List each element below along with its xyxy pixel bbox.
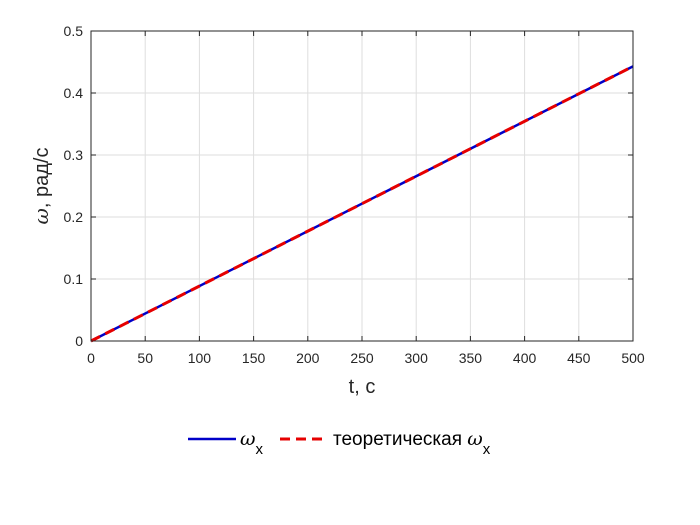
y-axis-title: ω, рад/с — [29, 148, 53, 225]
legend: ωx теоретическая ωx — [188, 428, 491, 458]
grid — [90, 30, 634, 342]
x-tick-label: 100 — [188, 350, 212, 366]
y-tick-label: 0.4 — [64, 85, 84, 101]
y-tick-label: 0.2 — [64, 209, 84, 225]
x-tick-label: 350 — [459, 350, 483, 366]
y-tick-label: 0.1 — [64, 271, 84, 287]
x-axis-ticks: 0 50 100 150 200 250 300 350 400 450 500 — [87, 31, 645, 366]
x-tick-label: 250 — [350, 350, 374, 366]
x-tick-label: 0 — [87, 350, 95, 366]
x-axis-title: t, с — [349, 376, 376, 398]
x-tick-label: 400 — [513, 350, 537, 366]
y-axis-omega-symbol: ω — [29, 208, 53, 224]
x-tick-label: 150 — [242, 350, 266, 366]
series-layer — [90, 65, 634, 343]
legend-label-theoretical-omega-x: теоретическая ωx — [333, 428, 491, 458]
x-tick-label: 500 — [621, 350, 645, 366]
y-axis-ticks: 0 0.1 0.2 0.3 0.4 0.5 — [64, 23, 633, 349]
y-tick-label: 0 — [75, 333, 83, 349]
x-tick-label: 200 — [296, 350, 320, 366]
x-tick-label: 450 — [567, 350, 591, 366]
legend-label-omega-x: ωx — [240, 428, 264, 458]
x-tick-label: 300 — [405, 350, 429, 366]
y-tick-label: 0.3 — [64, 147, 84, 163]
y-axis-units: , рад/с — [31, 148, 53, 209]
series-line-theoretical-omega-x — [90, 65, 634, 343]
x-tick-label: 50 — [137, 350, 153, 366]
y-tick-label: 0.5 — [64, 23, 84, 39]
